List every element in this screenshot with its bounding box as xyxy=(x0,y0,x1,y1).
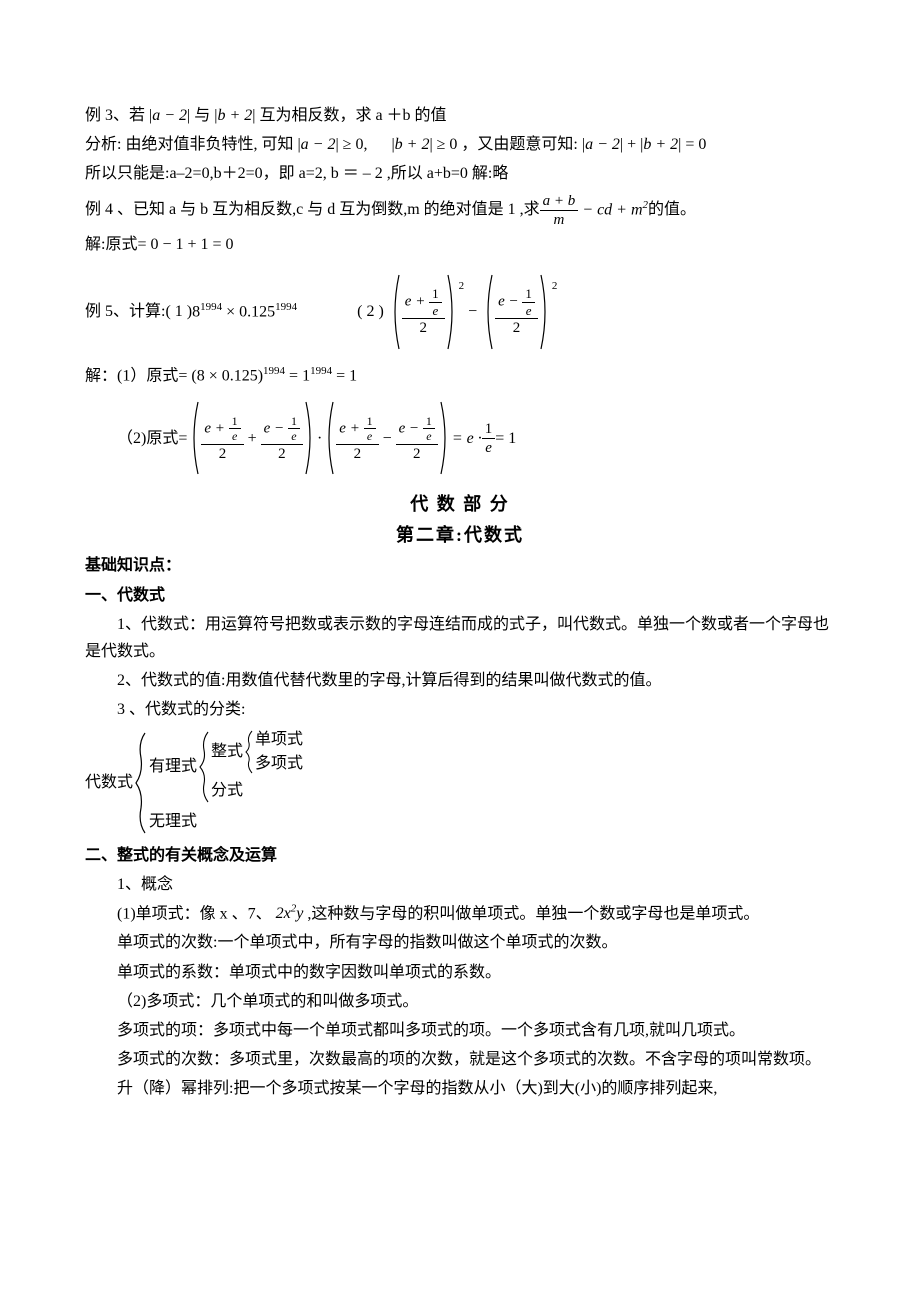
basics-heading: 基础知识点： xyxy=(85,552,835,579)
p5: (1)单项式：像 x 、7、 2x2y ,这种数与字母的积叫做单项式。单独一个数… xyxy=(85,900,835,928)
minus: − xyxy=(464,298,481,325)
ex3-abs6: b + 2 xyxy=(640,131,681,158)
sol2-paren2: e + 1e 2 − e − 1e 2 xyxy=(322,399,452,477)
p3: 3 、代数式的分类: xyxy=(85,696,835,723)
section-1: 一、代数式 xyxy=(85,582,835,609)
sol2-1e: 1 e xyxy=(482,420,496,457)
ex5-p2-frac2: e − 1e 2 xyxy=(495,286,538,337)
ex4-rest: − cd + m2 xyxy=(578,196,648,224)
ex5-p2-frac1: e + 1e 2 xyxy=(402,286,445,337)
ex3-abs2: b + 2 xyxy=(214,102,255,129)
ex5-p2-term2: e − 1e 2 2 xyxy=(481,272,557,352)
ex3-abs1: a − 2 xyxy=(149,102,190,129)
ex3-line1: 例 3、若 a − 2 与 b + 2 互为相反数，求 a ＋b 的值 xyxy=(85,102,835,129)
ex3-analysis: 分析: 由绝对值非负特性, 可知 a − 2 ≥ 0, b + 2 ≥ 0 ，又… xyxy=(85,131,835,158)
sol2-paren1: e + 1e 2 + e − 1e 2 xyxy=(187,399,317,477)
brace-icon xyxy=(243,728,255,776)
ex3-ge2: ≥ 0 xyxy=(433,136,458,153)
ex3-line3: 所以只能是:a–2=0,b＋2=0，即 a=2, b ＝ – 2 ,所以 a+b… xyxy=(85,160,835,187)
ex5-sol1: 解：(1）原式= (8 × 0.125)1994 = 11994 = 1 xyxy=(85,362,835,390)
ex5-sol2-label: （2)原式= xyxy=(117,425,187,452)
sol2-result: = e · xyxy=(452,425,482,452)
ex4-line: 例 4 、已知 a 与 b 互为相反数,c 与 d 互为倒数,m 的绝对值是 1… xyxy=(85,192,835,229)
ex3-abs4: b + 2 xyxy=(391,131,432,158)
ex3-eq0: = 0 xyxy=(685,136,706,153)
ex3-abs5: a − 2 xyxy=(582,131,623,158)
p6: 单项式的次数:一个单项式中，所有字母的指数叫做这个单项式的次数。 xyxy=(85,929,835,956)
ex3-abs3: a − 2 xyxy=(297,131,338,158)
ex3-right: ，又由题意可知: xyxy=(461,136,577,153)
monomial-example: 2x2y xyxy=(276,905,308,922)
ex3-plus: + xyxy=(627,136,640,153)
ex5-p1: 81994 × 0.1251994 xyxy=(192,298,297,326)
ex4-frac: a + b m xyxy=(540,192,579,229)
brace-icon xyxy=(197,728,211,806)
tree-poly-multi: 多项式 xyxy=(255,752,303,776)
p7: 单项式的系数：单项式中的数字因数叫单项式的系数。 xyxy=(85,959,835,986)
ex5-p2-term1: e + 1e 2 2 xyxy=(388,272,464,352)
p8: （2)多项式：几个单项式的和叫做多项式。 xyxy=(85,988,835,1015)
p10: 多项式的次数：多项式里，次数最高的项的次数，就是这个多项式的次数。不含字母的项叫… xyxy=(85,1046,835,1073)
ex5-label: 例 5、计算:( 1 ) xyxy=(85,298,192,325)
ex4-sol: 解:原式= 0 − 1 + 1 = 0 xyxy=(85,231,835,258)
ex4-label: 例 4 、已知 a 与 b 互为相反数,c 与 d 互为倒数,m 的绝对值是 1… xyxy=(85,196,540,223)
ex3-analysis-prefix: 分析: 由绝对值非负特性, 可知 xyxy=(85,136,293,153)
tree-rational: 有理式 xyxy=(149,752,197,782)
p1: 1、代数式：用运算符号把数或表示数的字母连结而成的式子，叫代数式。单独一个数或者… xyxy=(85,611,835,665)
chapter-title: 第二章:代数式 xyxy=(85,520,835,551)
tree-mono: 单项式 xyxy=(255,728,303,752)
p2: 2、代数式的值:用数值代替代数里的字母,计算后得到的结果叫做代数式的值。 xyxy=(85,667,835,694)
p9: 多项式的项：多项式中每一个单项式都叫多项式的项。一个多项式含有几项,就叫几项式。 xyxy=(85,1017,835,1044)
classification-tree: 代数式 有理式 整式 单项式 多项式 分式 无理 xyxy=(85,728,835,838)
tree-root: 代数式 xyxy=(85,769,133,796)
ex5-line: 例 5、计算:( 1 ) 81994 × 0.1251994 ( 2 ) e +… xyxy=(85,272,835,352)
ex3-ge1: ≥ 0, xyxy=(339,136,368,153)
ex3-mid2: 互为相反数，求 a ＋b 的值 xyxy=(259,107,446,124)
ex3-label: 例 3、若 xyxy=(85,107,145,124)
ex5-p2-label: ( 2 ) xyxy=(357,298,384,325)
tree-level1: 有理式 整式 单项式 多项式 分式 无理式 xyxy=(149,728,303,837)
ex3-mid1: 与 xyxy=(194,107,210,124)
tree-frac: 分式 xyxy=(211,776,303,806)
ex5-sol2: （2)原式= e + 1e 2 + e − 1e 2 · e + 1e 2 − xyxy=(85,399,835,477)
sol2-final: = 1 xyxy=(495,425,516,452)
tree-irr: 无理式 xyxy=(149,807,303,837)
chapter-part: 代 数 部 分 xyxy=(85,489,835,520)
brace-icon xyxy=(133,728,149,838)
section-2: 二、整式的有关概念及运算 xyxy=(85,842,835,869)
tree-int: 整式 xyxy=(211,737,243,767)
document-page: 例 3、若 a − 2 与 b + 2 互为相反数，求 a ＋b 的值 分析: … xyxy=(0,0,920,1300)
p11: 升（降）幂排列:把一个多项式按某一个字母的指数从小（大)到大(小)的顺序排列起来… xyxy=(85,1075,835,1102)
ex4-tail: 的值。 xyxy=(648,196,696,223)
p4: 1、概念 xyxy=(85,871,835,898)
